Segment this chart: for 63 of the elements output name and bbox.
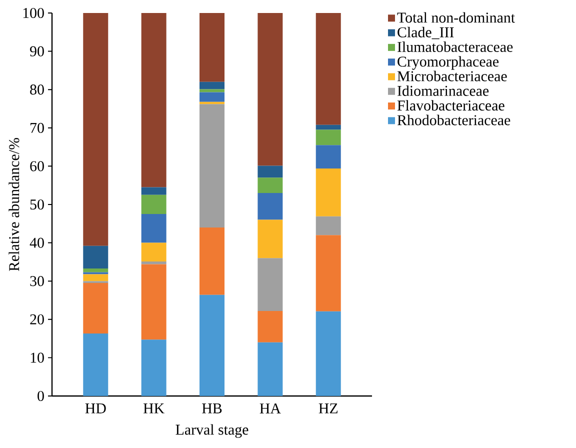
x-tick-label: HB — [202, 404, 222, 414]
bar — [258, 12, 283, 166]
x-axis-title: Larval stage — [176, 424, 248, 438]
bar — [141, 194, 166, 214]
bar — [258, 166, 283, 178]
bar — [200, 82, 225, 90]
bar — [83, 283, 108, 334]
bar — [83, 268, 108, 272]
bar — [141, 340, 166, 396]
y-tick-label: 0 — [38, 390, 44, 402]
bar — [316, 124, 341, 130]
bar — [316, 168, 341, 216]
bar — [141, 214, 166, 243]
bar — [316, 311, 341, 396]
legend-label: Flavobacteriaceae — [397, 100, 504, 111]
bar — [258, 342, 283, 396]
x-tick-label: HZ — [318, 404, 338, 414]
bar — [141, 12, 166, 188]
bar — [316, 145, 341, 168]
bar — [316, 235, 341, 312]
y-tick-label: 30 — [30, 276, 44, 286]
bar — [316, 216, 341, 236]
bar — [141, 262, 166, 264]
bar — [258, 220, 283, 258]
bar — [316, 130, 341, 146]
y-tick-label: 40 — [30, 238, 44, 248]
y-tick-label: 60 — [30, 161, 44, 172]
y-tick-label: 100 — [23, 8, 44, 18]
x-tick-label: HA — [260, 404, 281, 414]
bar — [200, 294, 225, 396]
y-tick-label: 20 — [30, 314, 44, 324]
bar — [200, 92, 225, 102]
legend-label: Idiomarinaceae — [398, 85, 489, 96]
y-tick-label: 90 — [30, 46, 44, 56]
bar — [141, 264, 166, 340]
legend-label: Ilumatobacteraceae — [398, 41, 513, 52]
y-axis-title: Relative abundance/% — [8, 138, 20, 272]
y-tick-label: 80 — [30, 84, 44, 95]
y-tick-label: 50 — [30, 199, 44, 210]
bar — [200, 12, 225, 82]
bar — [316, 12, 341, 125]
x-tick-label: HK — [143, 404, 164, 414]
bar — [83, 334, 108, 396]
bar — [200, 89, 225, 92]
legend-label: Cryomorphaceae — [398, 56, 499, 70]
bar — [83, 246, 108, 268]
y-tick-label: 10 — [30, 352, 44, 363]
legend-label: Microbacteriaceae — [397, 70, 507, 82]
bar — [258, 258, 283, 311]
bar — [200, 227, 225, 295]
bar — [83, 274, 108, 282]
x-tick-label: HD — [85, 404, 106, 414]
bar — [200, 104, 225, 228]
bar — [83, 12, 108, 246]
bar — [141, 242, 166, 262]
legend-label: Rhodobacteriaceae — [397, 114, 510, 126]
legend-label: Total non-dominant — [397, 12, 515, 23]
bar — [141, 187, 166, 195]
bar — [258, 178, 283, 193]
legend-label: Clade_III — [398, 26, 454, 40]
bar — [258, 310, 283, 342]
bar — [258, 192, 283, 220]
y-tick-label: 70 — [30, 122, 44, 133]
